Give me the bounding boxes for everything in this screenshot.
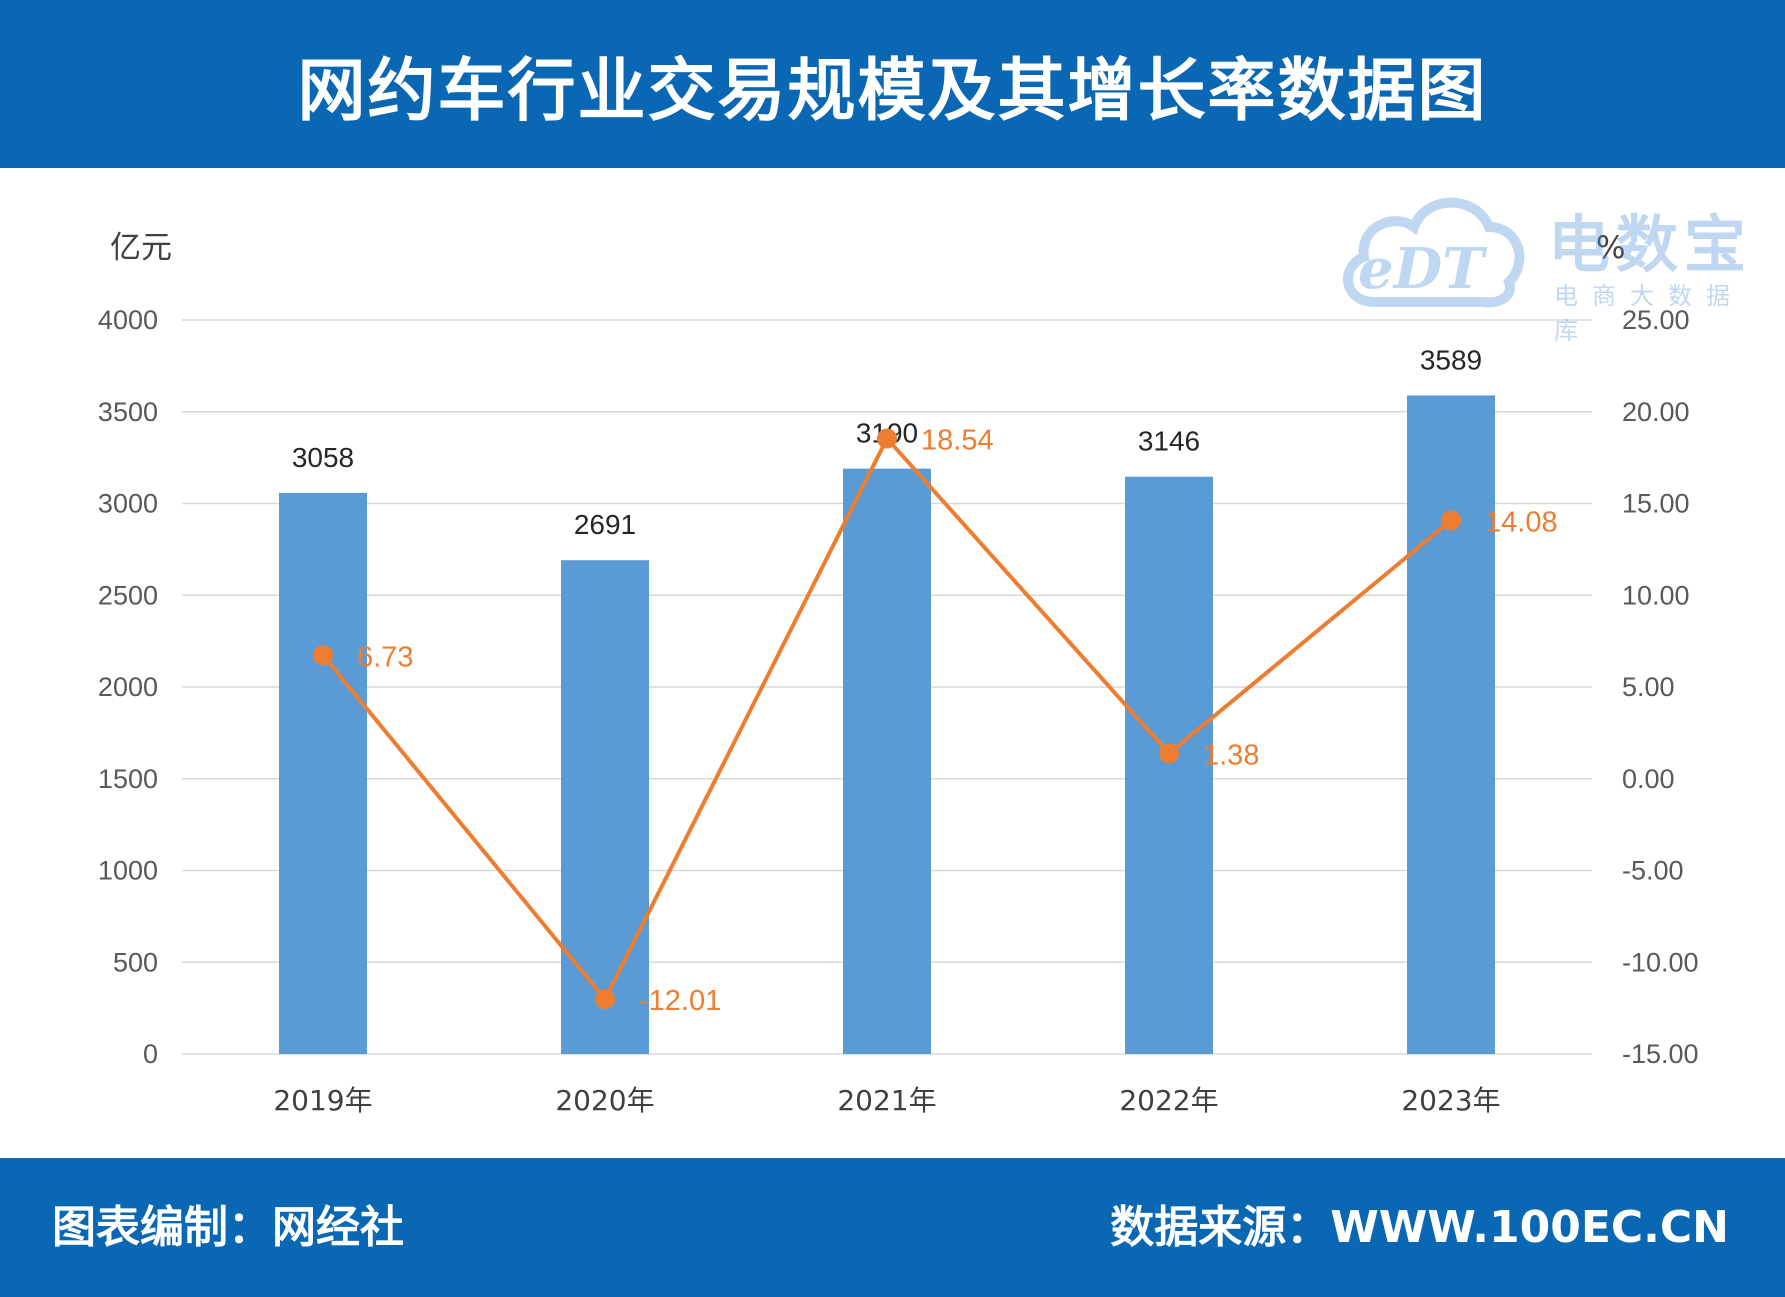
- line-value-label: 6.73: [357, 641, 413, 673]
- line-point: [1441, 510, 1461, 531]
- chart-footer: 图表编制：网经社 数据来源：WWW.100EC.CN: [0, 1158, 1785, 1297]
- left-tick-label: 2500: [98, 580, 158, 610]
- right-tick-label: -10.00: [1622, 947, 1699, 977]
- left-tick-label: 3500: [98, 397, 158, 427]
- chart-header: 网约车行业交易规模及其增长率数据图: [0, 0, 1785, 168]
- line-point: [877, 428, 897, 449]
- bar-value-label: 2691: [574, 509, 636, 540]
- category-label: 2020年: [555, 1084, 654, 1117]
- right-tick-label: 15.00: [1622, 489, 1690, 519]
- watermark-subtitle: 电商大数据库: [1554, 282, 1744, 345]
- bar-value-label: 3146: [1138, 426, 1200, 457]
- left-tick-label: 1000: [98, 856, 158, 886]
- right-tick-label: 0.00: [1622, 764, 1675, 794]
- category-label: 2022年: [1119, 1084, 1218, 1117]
- line-point: [1159, 743, 1179, 764]
- category-label: 2019年: [273, 1084, 372, 1117]
- left-tick-label: 3000: [98, 489, 158, 519]
- line-value-label: 14.08: [1485, 506, 1558, 538]
- line-value-label: 1.38: [1203, 739, 1259, 771]
- watermark-logo: eDT: [1358, 236, 1484, 302]
- watermark-brand: 电数宝: [1548, 208, 1753, 281]
- left-tick-label: 4000: [98, 305, 158, 335]
- bar: [1407, 395, 1495, 1054]
- right-tick-label: 20.00: [1622, 397, 1690, 427]
- chart-title: 网约车行业交易规模及其增长率数据图: [297, 51, 1488, 131]
- watermark: eDT 电数宝 电商大数据库: [1330, 172, 1780, 345]
- right-tick-label: -15.00: [1622, 1039, 1699, 1069]
- combo-chart: 0 500 1000 1500 2000 2500 3000 3500 4000 -15.00 -1…: [98, 230, 1699, 1117]
- line-value-label: -12.01: [639, 985, 721, 1017]
- left-tick-label: 0: [143, 1039, 158, 1069]
- footer-source: 数据来源：WWW.100EC.CN: [1110, 1202, 1729, 1253]
- left-tick-label: 2000: [98, 672, 158, 702]
- category-label: 2023年: [1401, 1084, 1500, 1117]
- bar-value-label: 3589: [1420, 344, 1482, 375]
- right-tick-label: 25.00: [1622, 305, 1690, 335]
- right-axis-unit: %: [1596, 230, 1625, 266]
- left-tick-label: 1500: [98, 764, 158, 794]
- bar: [1125, 476, 1213, 1055]
- right-tick-label: -5.00: [1622, 856, 1684, 886]
- left-tick-label: 500: [113, 947, 158, 977]
- category-label: 2021年: [837, 1084, 936, 1117]
- bar: [561, 560, 649, 1054]
- right-tick-label: 10.00: [1622, 580, 1690, 610]
- line-value-label: 18.54: [921, 425, 994, 457]
- bar-value-label: 3058: [292, 442, 354, 473]
- bar: [843, 468, 931, 1054]
- left-axis-unit: 亿元: [110, 230, 172, 266]
- line-point: [313, 645, 333, 666]
- bar: [279, 492, 367, 1054]
- chart-area: 0 500 1000 1500 2000 2500 3000 3500 4000 -15.00 -1…: [0, 168, 1785, 1158]
- right-tick-label: 5.00: [1622, 672, 1675, 702]
- footer-credit: 图表编制：网经社: [52, 1202, 404, 1253]
- cloud-icon: [1343, 197, 1525, 308]
- line-point: [595, 989, 615, 1010]
